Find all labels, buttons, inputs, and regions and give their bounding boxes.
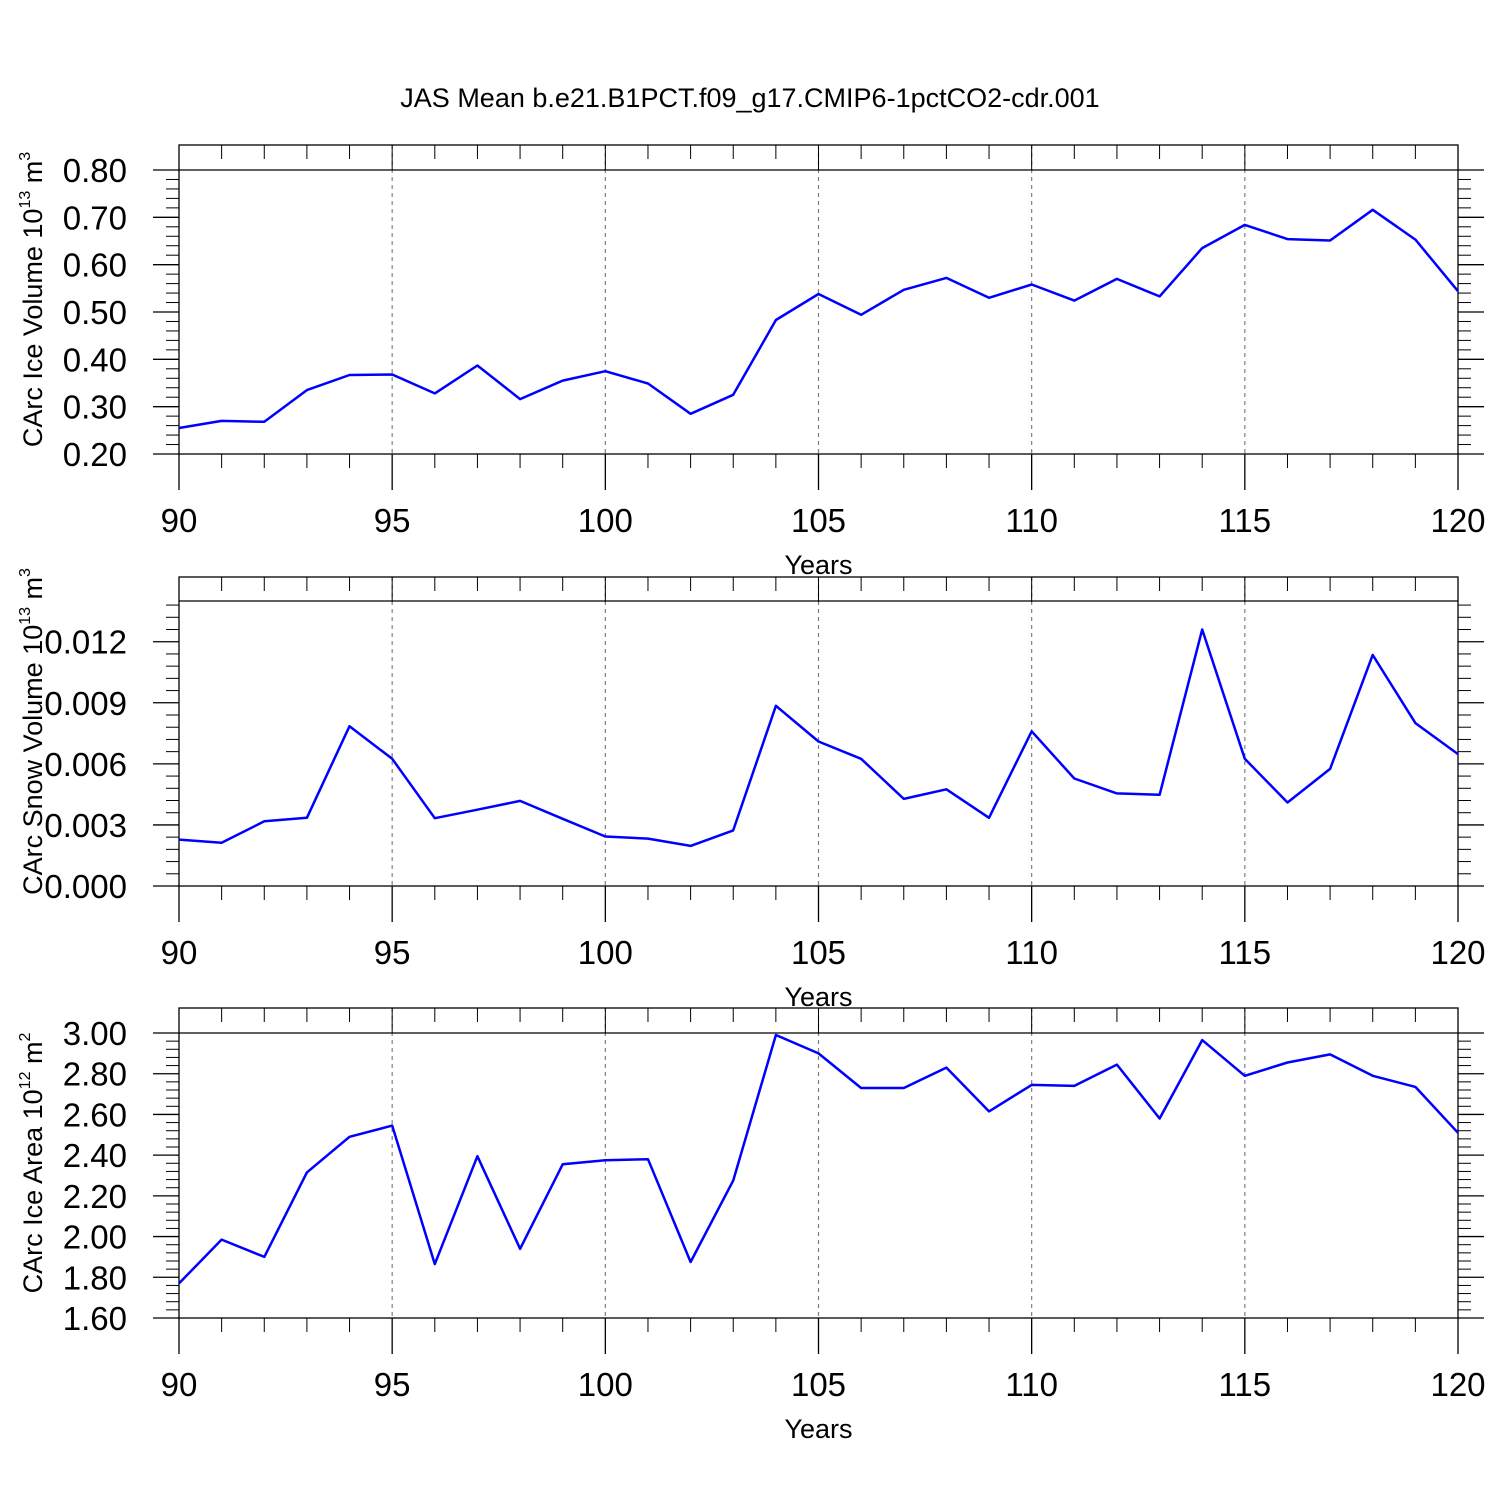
panel-3-x-tick-label: 90 xyxy=(161,1366,198,1403)
panel-2-x-axis-label: Years xyxy=(784,982,852,1012)
panel-3-y-axis-label-unit-exp: 2 xyxy=(17,1033,34,1042)
panel-3-y-tick-label: 1.60 xyxy=(63,1300,127,1337)
panel-2-y-tick-label: 0.012 xyxy=(44,624,127,661)
panel-1-x-tick-label: 95 xyxy=(374,502,411,539)
panel-3-y-tick-label: 2.20 xyxy=(63,1178,127,1215)
panel-1-y-tick-label: 0.70 xyxy=(63,199,127,236)
panel-1-y-tick-label: 0.30 xyxy=(63,389,127,426)
panel-3-series-line xyxy=(178,1033,1459,1285)
panel-2-x-tick-label: 115 xyxy=(1219,934,1272,971)
panel-1-x-tick-label: 100 xyxy=(578,502,633,539)
panel-2-series-line xyxy=(178,628,1459,848)
panel-1-x-tick-label: 110 xyxy=(1005,502,1058,539)
chart-panel-2: 90 95 100 105 110 115 120 0.000 0.003 0.006 0.009 0… xyxy=(17,568,1486,1012)
panel-1-y-tick-label: 0.80 xyxy=(63,152,127,189)
panel-2-y-axis-label-text: CArc Snow Volume 10 xyxy=(18,625,48,895)
panel-1-y-axis-label: CArc Ice Volume 1013 m3 xyxy=(17,152,48,447)
panel-1-y-axis-label-unit: m xyxy=(18,161,48,191)
panel-2-y-tick-label: 0.003 xyxy=(44,807,127,844)
panel-2-x-tick-label: 120 xyxy=(1430,934,1485,971)
panel-2-y-axis-label: CArc Snow Volume 1013 m3 xyxy=(17,568,48,895)
panel-3-x-tick-label: 120 xyxy=(1430,1366,1485,1403)
panel-2-y-tick-label: 0.006 xyxy=(44,746,127,783)
panel-3-x-tick-label: 105 xyxy=(791,1366,846,1403)
panel-1-y-tick-label: 0.20 xyxy=(63,436,127,473)
panel-3-x-tick-label: 95 xyxy=(374,1366,411,1403)
chart-panel-1: 90 95 100 105 110 115 120 0.20 0.30 0.40 0.50 0.60 0… xyxy=(17,144,1486,580)
panel-2-x-tick-label: 90 xyxy=(161,934,198,971)
panel-3-y-tick-label: 3.00 xyxy=(63,1015,127,1052)
panel-2-x-tick-label: 105 xyxy=(791,934,846,971)
panel-3-x-axis-label: Years xyxy=(784,1414,852,1444)
panel-3-y-tick-label: 2.40 xyxy=(63,1137,127,1174)
chart-title: JAS Mean b.e21.B1PCT.f09_g17.CMIP6-1pctC… xyxy=(400,83,1099,113)
panel-1-x-tick-label: 105 xyxy=(791,502,846,539)
panel-3-x-tick-label: 110 xyxy=(1005,1366,1058,1403)
panel-3-y-axis-label-exp: 12 xyxy=(17,1071,34,1089)
panel-3-y-tick-label: 1.80 xyxy=(63,1259,127,1296)
panel-3-y-axis-label: CArc Ice Area 1012 m2 xyxy=(17,1033,48,1294)
panel-1-y-tick-label: 0.40 xyxy=(63,341,127,378)
panel-3-y-axis-label-unit: m xyxy=(18,1042,48,1072)
chart-panels: 90 95 100 105 110 115 120 0.20 0.30 0.40 0.50 0.60 0… xyxy=(17,144,1486,1444)
panel-1-x-axis-label: Years xyxy=(784,550,852,580)
panel-3-y-tick-label: 2.60 xyxy=(63,1096,127,1133)
panel-2-y-tick-label: 0.009 xyxy=(44,685,127,722)
chart-panel-3: 90 95 100 105 110 115 120 1.60 1.802.00 2.20 2.40 2… xyxy=(17,1007,1486,1444)
panel-1-x-tick-label: 120 xyxy=(1430,502,1485,539)
panel-1-y-axis-label-text: CArc Ice Volume 10 xyxy=(18,209,48,448)
panel-3-x-tick-label: 115 xyxy=(1219,1366,1272,1403)
panel-2-x-tick-label: 110 xyxy=(1005,934,1058,971)
panel-2-x-tick-label: 100 xyxy=(578,934,633,971)
panel-3-y-tick-label: 2.80 xyxy=(63,1056,127,1093)
panel-3-x-tick-label: 100 xyxy=(578,1366,633,1403)
panel-1-y-tick-label: 0.50 xyxy=(63,294,127,331)
panel-3-y-tick-label: 2.00 xyxy=(63,1219,127,1256)
panel-1-x-tick-label: 115 xyxy=(1219,502,1272,539)
panel-1-series-line xyxy=(178,208,1459,430)
panel-2-y-tick-label: 0.000 xyxy=(44,868,127,905)
panel-2-y-axis-label-unit: m xyxy=(18,577,48,607)
panel-2-y-axis-label-exp: 13 xyxy=(17,607,34,625)
panel-1-x-tick-label: 90 xyxy=(161,502,198,539)
panel-1-y-axis-label-exp: 13 xyxy=(17,191,34,209)
panel-1-y-tick-label: 0.60 xyxy=(63,247,127,284)
panel-1-y-axis-label-unit-exp: 3 xyxy=(17,152,34,161)
panel-2-y-axis-label-unit-exp: 3 xyxy=(17,568,34,577)
panel-3-y-axis-label-text: CArc Ice Area 10 xyxy=(18,1089,48,1293)
panel-2-x-tick-label: 95 xyxy=(374,934,411,971)
